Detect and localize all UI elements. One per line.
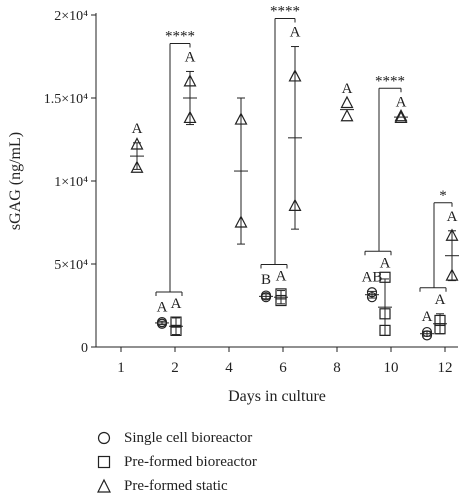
- data-point-square: [170, 324, 182, 336]
- data-point-circle: [366, 287, 378, 298]
- data-point-triangle: [340, 95, 354, 109]
- data-point-square: [434, 314, 446, 327]
- y-tick-label: 1×10⁴: [54, 175, 88, 190]
- data-point-square: [275, 294, 287, 307]
- data-point-circle: [421, 330, 433, 341]
- group-letter: A: [422, 309, 433, 325]
- group-letter: A: [171, 296, 182, 312]
- data-point-circle: [260, 290, 272, 301]
- x-tick-label: 1: [117, 360, 125, 376]
- data-point-square: [379, 308, 391, 320]
- legend-item-pre-formed-static: Pre-formed static: [96, 474, 257, 498]
- circle-marker-icon: [97, 431, 111, 445]
- data-point-triangle: [445, 268, 459, 281]
- data-point-triangle: [130, 160, 144, 173]
- data-point-triangle: [394, 110, 408, 124]
- data-point-square: [379, 271, 391, 283]
- y-axis-title: sGAG (ng/mL): [7, 132, 24, 230]
- x-axis-title: Days in culture: [228, 388, 326, 405]
- x-tick-label: 2: [171, 360, 179, 376]
- legend-item-single-cell-bioreactor: Single cell bioreactor: [96, 426, 257, 450]
- data-point-circle: [366, 292, 378, 303]
- data-point-triangle: [394, 108, 408, 122]
- legend-item-pre-formed-bioreactor: Pre-formed bioreactor: [96, 450, 257, 474]
- group-letter: A: [380, 255, 391, 271]
- data-point-triangle: [288, 198, 302, 211]
- legend-label: Pre-formed static: [124, 477, 228, 494]
- square-marker-icon: [97, 455, 111, 469]
- group-letter: B: [261, 272, 271, 288]
- significance-label: *: [439, 188, 447, 204]
- data-point-circle: [421, 326, 433, 338]
- group-letter: A: [185, 49, 196, 65]
- data-point-triangle: [183, 110, 197, 124]
- data-point-square: [379, 324, 391, 336]
- group-letter: A: [157, 299, 168, 315]
- data-point-triangle: [130, 137, 144, 150]
- significance-label: ****: [375, 73, 405, 89]
- data-point-triangle: [340, 108, 354, 122]
- group-letter: AB: [362, 269, 383, 285]
- x-tick-label: 10: [384, 360, 399, 376]
- legend-label: Pre-formed bioreactor: [124, 453, 257, 470]
- data-point-triangle: [183, 74, 197, 87]
- legend: Single cell bioreactor Pre-formed biorea…: [96, 426, 257, 498]
- group-letter: A: [342, 81, 353, 97]
- y-tick-label: 2×10⁴: [54, 9, 88, 24]
- significance-label: ****: [165, 28, 195, 44]
- group-letter: A: [447, 209, 458, 225]
- x-tick-label: 6: [279, 360, 287, 376]
- data-point-triangle: [234, 215, 248, 228]
- x-tick-label: 4: [225, 360, 233, 376]
- y-tick-label: 0: [81, 341, 88, 356]
- significance-label: ****: [270, 4, 300, 20]
- y-tick-label: 5×10⁴: [54, 258, 88, 273]
- data-point-circle: [156, 317, 168, 328]
- group-letter: A: [276, 269, 287, 285]
- x-tick-label: 12: [438, 360, 453, 376]
- x-tick-label: 8: [333, 360, 341, 376]
- data-point-square: [170, 316, 182, 328]
- data-point-triangle: [234, 112, 248, 125]
- group-letter: A: [132, 121, 143, 137]
- y-tick-label: 1.5×10⁴: [44, 92, 88, 107]
- data-point-square: [275, 288, 287, 300]
- data-point-square: [434, 323, 446, 335]
- data-point-triangle: [288, 69, 302, 82]
- group-letter: A: [435, 292, 446, 308]
- triangle-marker-icon: [97, 478, 111, 493]
- legend-label: Single cell bioreactor: [124, 429, 253, 446]
- group-letter: A: [290, 25, 301, 41]
- data-point-triangle: [445, 228, 459, 241]
- group-letter: A: [396, 94, 407, 110]
